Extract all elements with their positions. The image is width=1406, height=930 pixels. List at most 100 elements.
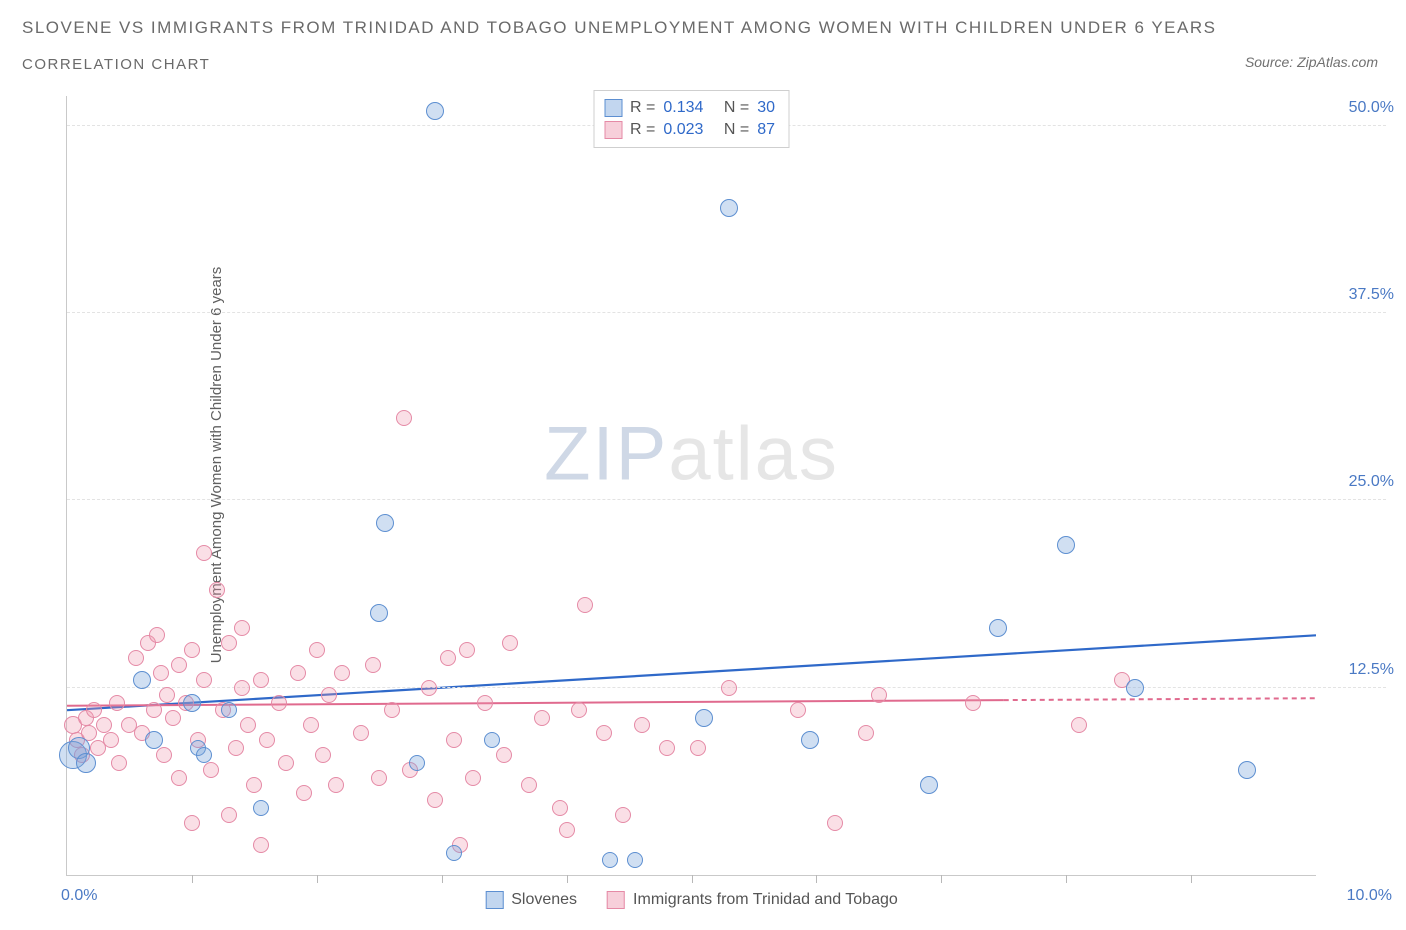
data-point-slovene	[196, 747, 212, 763]
data-point-trinidad	[384, 702, 400, 718]
data-point-slovene	[426, 102, 444, 120]
data-point-trinidad	[827, 815, 843, 831]
data-point-slovene	[409, 755, 425, 771]
source-attribution: Source: ZipAtlas.com	[1245, 54, 1378, 70]
data-point-slovene	[720, 199, 738, 217]
n-value-pink: 87	[757, 119, 775, 141]
data-point-trinidad	[196, 545, 212, 561]
trend-lines	[67, 96, 1316, 875]
data-point-trinidad	[159, 687, 175, 703]
chart-container: SLOVENE VS IMMIGRANTS FROM TRINIDAD AND …	[0, 0, 1406, 930]
data-point-trinidad	[228, 740, 244, 756]
data-point-trinidad	[128, 650, 144, 666]
data-point-slovene	[1126, 679, 1144, 697]
data-point-trinidad	[103, 732, 119, 748]
data-point-trinidad	[321, 687, 337, 703]
data-point-trinidad	[165, 710, 181, 726]
data-point-trinidad	[111, 755, 127, 771]
data-point-trinidad	[396, 410, 412, 426]
data-point-trinidad	[221, 635, 237, 651]
legend-label: Immigrants from Trinidad and Tobago	[633, 891, 898, 909]
data-point-trinidad	[559, 822, 575, 838]
data-point-trinidad	[309, 642, 325, 658]
swatch-pink-icon	[604, 121, 622, 139]
data-point-trinidad	[502, 635, 518, 651]
data-point-trinidad	[371, 770, 387, 786]
plot-area: ZIPatlas R = 0.134 N = 30 R = 0.023 N = …	[66, 96, 1316, 876]
r-value-blue: 0.134	[663, 97, 703, 119]
data-point-slovene	[1057, 536, 1075, 554]
data-point-slovene	[370, 604, 388, 622]
x-tick	[816, 875, 817, 883]
data-point-slovene	[627, 852, 643, 868]
data-point-slovene	[1238, 761, 1256, 779]
data-point-trinidad	[296, 785, 312, 801]
data-point-trinidad	[690, 740, 706, 756]
r-label: R =	[630, 119, 655, 141]
watermark-atlas: atlas	[668, 412, 839, 497]
data-point-trinidad	[253, 837, 269, 853]
data-point-trinidad	[427, 792, 443, 808]
gridline	[67, 312, 1386, 313]
data-point-trinidad	[790, 702, 806, 718]
data-point-trinidad	[86, 702, 102, 718]
data-point-trinidad	[221, 807, 237, 823]
data-point-trinidad	[459, 642, 475, 658]
source-name: ZipAtlas.com	[1297, 54, 1378, 70]
watermark: ZIPatlas	[544, 411, 839, 498]
y-tick-label: 50.0%	[1349, 99, 1394, 117]
y-tick-label: 12.5%	[1349, 661, 1394, 679]
legend-label: Slovenes	[511, 891, 577, 909]
x-axis-max-label: 10.0%	[1347, 887, 1392, 905]
data-point-trinidad	[552, 800, 568, 816]
data-point-trinidad	[271, 695, 287, 711]
data-point-slovene	[602, 852, 618, 868]
correlation-legend: R = 0.134 N = 30 R = 0.023 N = 87	[593, 90, 790, 148]
data-point-trinidad	[328, 777, 344, 793]
swatch-pink-icon	[607, 891, 625, 909]
swatch-blue-icon	[604, 99, 622, 117]
chart-subtitle: CORRELATION CHART	[22, 56, 1384, 73]
data-point-trinidad	[365, 657, 381, 673]
data-point-trinidad	[184, 642, 200, 658]
data-point-trinidad	[596, 725, 612, 741]
n-label: N =	[724, 97, 749, 119]
data-point-trinidad	[153, 665, 169, 681]
data-point-trinidad	[146, 702, 162, 718]
data-point-slovene	[695, 709, 713, 727]
data-point-trinidad	[203, 762, 219, 778]
data-point-trinidad	[240, 717, 256, 733]
data-point-trinidad	[334, 665, 350, 681]
data-point-trinidad	[440, 650, 456, 666]
data-point-trinidad	[353, 725, 369, 741]
data-point-trinidad	[171, 770, 187, 786]
source-prefix: Source:	[1245, 54, 1297, 70]
data-point-trinidad	[246, 777, 262, 793]
data-point-trinidad	[96, 717, 112, 733]
data-point-trinidad	[1071, 717, 1087, 733]
x-tick	[692, 875, 693, 883]
data-point-trinidad	[577, 597, 593, 613]
y-tick-label: 25.0%	[1349, 473, 1394, 491]
legend-item-slovenes: Slovenes	[485, 891, 577, 909]
chart-title: SLOVENE VS IMMIGRANTS FROM TRINIDAD AND …	[22, 18, 1384, 38]
data-point-trinidad	[721, 680, 737, 696]
data-point-trinidad	[634, 717, 650, 733]
data-point-trinidad	[303, 717, 319, 733]
data-point-trinidad	[209, 582, 225, 598]
series-legend: Slovenes Immigrants from Trinidad and To…	[485, 891, 898, 909]
data-point-slovene	[376, 514, 394, 532]
data-point-trinidad	[571, 702, 587, 718]
data-point-slovene	[183, 694, 201, 712]
data-point-trinidad	[465, 770, 481, 786]
data-point-trinidad	[421, 680, 437, 696]
data-point-trinidad	[196, 672, 212, 688]
data-point-trinidad	[278, 755, 294, 771]
data-point-slovene	[920, 776, 938, 794]
x-tick	[1066, 875, 1067, 883]
data-point-trinidad	[234, 680, 250, 696]
data-point-trinidad	[965, 695, 981, 711]
legend-row-pink: R = 0.023 N = 87	[604, 119, 775, 141]
data-point-slovene	[446, 845, 462, 861]
data-point-trinidad	[496, 747, 512, 763]
